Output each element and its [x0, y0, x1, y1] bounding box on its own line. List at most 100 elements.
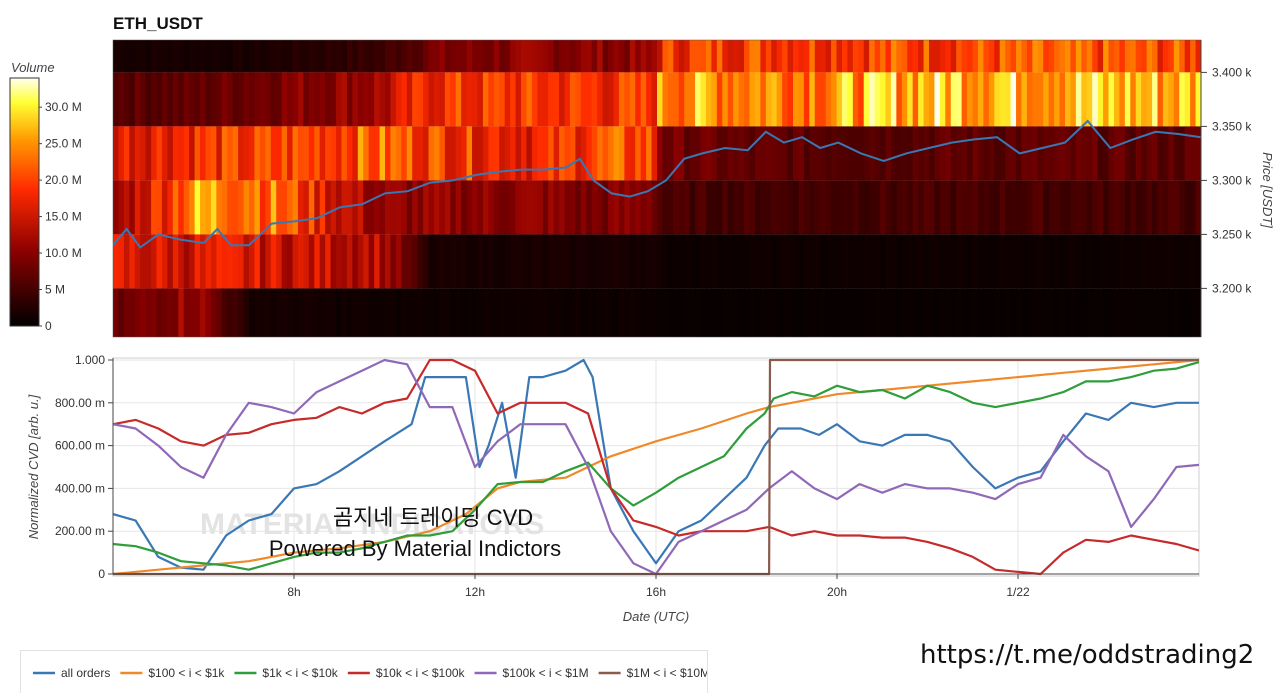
heatmap-cell [1010, 72, 1017, 127]
heatmap-cell [896, 288, 903, 337]
heatmap-cell [210, 72, 217, 127]
heatmap-cell [265, 40, 272, 73]
heatmap-cell [352, 180, 359, 235]
heatmap-cell [167, 126, 174, 181]
heatmap-cell [1179, 40, 1186, 73]
heatmap-cell [1157, 126, 1164, 181]
heatmap-cell [646, 180, 653, 235]
heatmap-cell [814, 40, 821, 73]
heatmap-cell [205, 288, 212, 337]
heatmap-cell [227, 40, 234, 73]
heatmap-cell [1130, 234, 1137, 289]
heatmap-cell [444, 126, 451, 181]
heatmap-cell [1130, 180, 1137, 235]
heatmap-cell [216, 126, 223, 181]
heatmap-cell [1162, 180, 1169, 235]
heatmap-cell [521, 288, 528, 337]
heatmap-cell [754, 72, 761, 127]
heatmap-cell [934, 40, 941, 73]
heatmap-cell [988, 180, 995, 235]
heatmap-cell [1005, 288, 1012, 337]
heatmap-cell [1021, 72, 1028, 127]
heatmap-cell [1152, 180, 1159, 235]
heatmap-cell [156, 40, 163, 73]
heatmap-cell [194, 126, 201, 181]
heatmap-cell [793, 72, 800, 127]
heatmap-cell [1070, 180, 1077, 235]
heatmap-cell [151, 72, 158, 127]
heatmap-cell [542, 126, 549, 181]
heatmap-cell [265, 126, 272, 181]
heatmap-cell [863, 126, 870, 181]
colorbar-tick-label: 5 M [45, 283, 65, 297]
heatmap-cell [482, 234, 489, 289]
heatmap-cell [314, 234, 321, 289]
heatmap-cell [1070, 288, 1077, 337]
heatmap-cell [1130, 40, 1137, 73]
heatmap-cell [134, 126, 141, 181]
heatmap-cell [515, 40, 522, 73]
heatmap-cell [569, 72, 576, 127]
price-tick-label: 3.300 k [1212, 173, 1252, 187]
heatmap-cell [820, 40, 827, 73]
heatmap-cell [977, 126, 984, 181]
heatmap-cell [444, 180, 451, 235]
heatmap-cell [1065, 288, 1072, 337]
heatmap-cell [1168, 180, 1175, 235]
heatmap-cell [809, 288, 816, 337]
heatmap-cell [580, 40, 587, 73]
heatmap-cell [586, 180, 593, 235]
heatmap-cell [287, 126, 294, 181]
heatmap-cell [178, 288, 185, 337]
heatmap-cell [695, 40, 702, 73]
heatmap-cell [216, 72, 223, 127]
faded-watermark: MATERIAL INDICATORS [200, 508, 544, 541]
heatmap-cell [493, 180, 500, 235]
heatmap-cell [385, 180, 392, 235]
heatmap-cell [564, 288, 571, 337]
heatmap-cell [428, 234, 435, 289]
heatmap-cell [145, 180, 152, 235]
heatmap-cell [1037, 180, 1044, 235]
heatmap-cell [961, 126, 968, 181]
heatmap-cell [330, 72, 337, 127]
heatmap-cell [287, 40, 294, 73]
heatmap-cell [624, 72, 631, 127]
heatmap-cell [727, 72, 734, 127]
heatmap-cell [1059, 180, 1066, 235]
heatmap-cell [303, 40, 310, 73]
heatmap-cell [151, 126, 158, 181]
heatmap-cell [1075, 234, 1082, 289]
heatmap-cell [662, 288, 669, 337]
heatmap-cell [189, 40, 196, 73]
heatmap-cell [210, 234, 217, 289]
heatmap-cell [1005, 72, 1012, 127]
heatmap-cell [526, 234, 533, 289]
heatmap-cell [548, 288, 555, 337]
heatmap-cell [684, 180, 691, 235]
heatmap-cell [836, 72, 843, 127]
heatmap-cell [749, 288, 756, 337]
footer-url[interactable]: https://t.me/oddstrading2 [920, 640, 1255, 670]
heatmap-cell [216, 180, 223, 235]
heatmap-cell [836, 180, 843, 235]
heatmap-cell [700, 72, 707, 127]
heatmap-cell [738, 180, 745, 235]
heatmap-cell [553, 180, 560, 235]
heatmap-cell [281, 234, 288, 289]
heatmap-cell [292, 234, 299, 289]
heatmap-cell [368, 288, 375, 337]
heatmap-cell [814, 72, 821, 127]
heatmap-cell [1070, 234, 1077, 289]
heatmap-cell [194, 180, 201, 235]
heatmap-cell [276, 288, 283, 337]
heatmap-cell [569, 40, 576, 73]
heatmap-cell [227, 234, 234, 289]
heatmap-cell [586, 40, 593, 73]
heatmap-cell [270, 234, 277, 289]
heatmap-cell [238, 126, 245, 181]
heatmap-cell [531, 180, 538, 235]
heatmap-cell [200, 40, 207, 73]
heatmap-cell [1097, 126, 1104, 181]
